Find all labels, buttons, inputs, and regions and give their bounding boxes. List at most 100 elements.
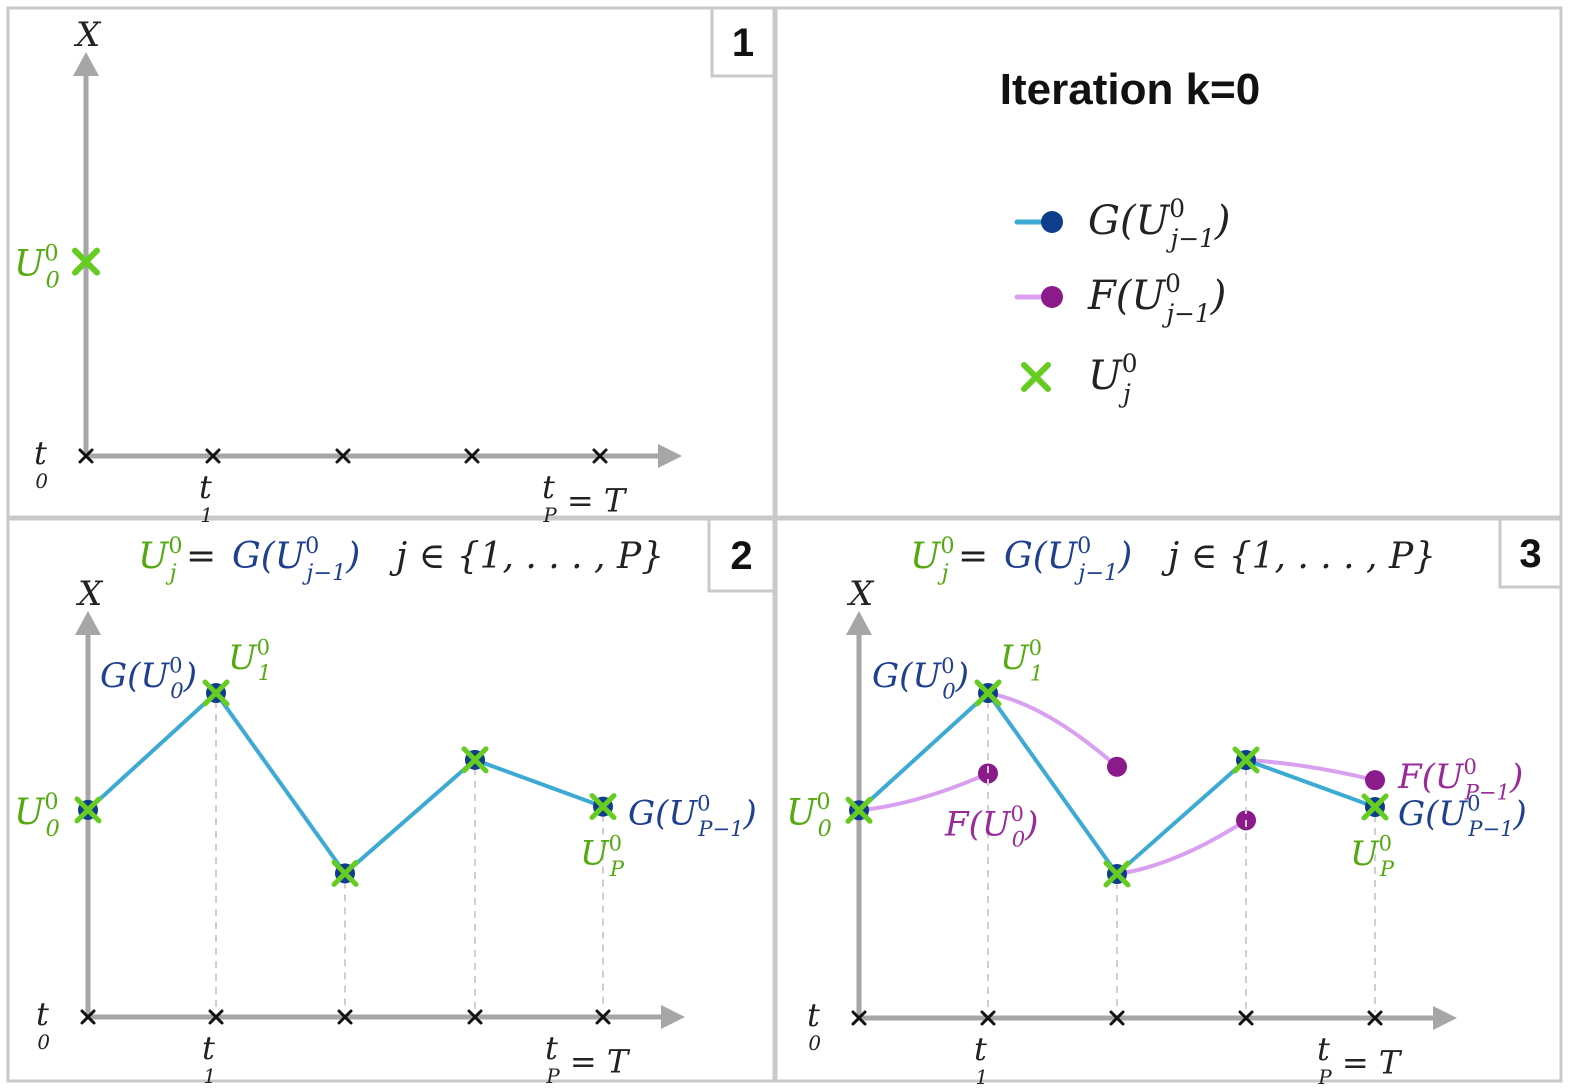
GU0-label: G(U0 0) xyxy=(100,653,197,704)
panel-number-label: 2 xyxy=(730,534,752,578)
U-cross xyxy=(461,746,489,774)
U0-label: U0 0 xyxy=(14,789,60,842)
coarse-line xyxy=(857,690,1376,877)
coarse-formula: U0 j = G(U0 j−1) j ∈ {1, . . . , P} xyxy=(138,533,664,586)
UP-label: U0 P xyxy=(1350,831,1395,882)
y-axis-arrow xyxy=(846,611,872,635)
U-cross xyxy=(1361,793,1389,821)
fine-curve xyxy=(1245,758,1376,783)
formula-lhs: U0 j xyxy=(910,533,955,586)
formula-eq: = xyxy=(186,536,216,577)
coarse-line xyxy=(86,690,604,877)
panel-frame xyxy=(6,517,776,1083)
formula-rhs: G(U0 j−1) xyxy=(232,533,360,586)
legend: Iteration k=0 G(U0 j−1) F(U0 j−1) U0 j xyxy=(1000,65,1260,408)
y-axis-arrow xyxy=(73,52,99,76)
U0-label: U0 0 xyxy=(786,789,832,842)
legend-dot-G xyxy=(1041,211,1063,233)
FUP-label: F(U0 P−1) xyxy=(1397,754,1523,805)
fine-curve xyxy=(987,691,1119,769)
time-tick-0 xyxy=(78,448,94,464)
U-cross xyxy=(589,793,617,821)
fine-solution xyxy=(858,691,1385,876)
U-cross xyxy=(845,796,873,824)
time-tick-3 xyxy=(1238,1010,1254,1026)
iteration-title: Iteration k=0 xyxy=(1000,65,1260,114)
time-tick-1 xyxy=(208,1009,224,1025)
y-axis-label: X xyxy=(846,574,875,614)
GUP-label: G(U0 P−1) xyxy=(1398,791,1527,842)
time-tick-3 xyxy=(464,448,480,464)
fine-curve xyxy=(1116,818,1248,876)
legend-dot-F xyxy=(1041,286,1063,308)
time-tick-1 xyxy=(205,448,221,464)
time-tick-4 xyxy=(595,1009,611,1025)
x-axis-arrow xyxy=(661,1005,685,1029)
panel-frame xyxy=(6,6,776,519)
coarse-formula: U0 j = G(U0 j−1) j ∈ {1, . . . , P} xyxy=(910,533,1436,586)
legend-cross-U xyxy=(1021,362,1051,392)
panel-number-label: 3 xyxy=(1519,532,1541,576)
panel-frame xyxy=(774,6,1563,519)
U0-label: U0 0 xyxy=(14,241,60,294)
FU0-label: F(U0 0) xyxy=(944,801,1038,852)
legend-item-G: G(U0 j−1) xyxy=(1014,194,1231,253)
axes: Xt 0 t 1 t P = T xyxy=(807,574,1457,1089)
panel-number-1: 1 xyxy=(710,6,776,78)
initial-condition-cross xyxy=(72,247,100,276)
time-tick-0 xyxy=(80,1009,96,1025)
GU0-label: G(U0 0) xyxy=(872,653,969,704)
axes: Xt 0 t 1 t P = T xyxy=(34,15,682,527)
panel-frames: 1 2 3 xyxy=(6,6,1563,1083)
time-tick-4 xyxy=(1367,1010,1383,1026)
time-tick-1 xyxy=(980,1010,996,1026)
fine-point xyxy=(978,763,998,784)
U1-label: U0 1 xyxy=(228,635,271,686)
U-cross xyxy=(331,859,359,887)
formula-set: j ∈ {1, . . . , P} xyxy=(1161,536,1436,577)
y-axis-label: X xyxy=(75,574,104,614)
legend-item-U: U0 j xyxy=(1021,349,1138,408)
U-cross xyxy=(202,679,230,707)
formula-eq: = xyxy=(958,536,988,577)
U-cross xyxy=(974,679,1002,707)
legend-item-F: F(U0 j−1) xyxy=(1014,269,1226,328)
UP-label: U0 P xyxy=(580,830,625,881)
axes: Xt 0 t 1 t P = T xyxy=(36,574,685,1088)
fine-curve xyxy=(858,771,989,813)
panel-1: Xt 0 t 1 t P = T U0 0 xyxy=(14,15,682,527)
time-tick-0 xyxy=(851,1010,867,1026)
time-tick-3 xyxy=(467,1009,483,1025)
U-cross xyxy=(1103,860,1131,888)
coarse-solution xyxy=(74,679,617,1010)
panel-frame xyxy=(774,517,1563,1083)
time-tick-2 xyxy=(1109,1010,1125,1026)
formula-rhs: G(U0 j−1) xyxy=(1004,533,1132,586)
fine-point xyxy=(1365,770,1385,791)
x-axis-arrow xyxy=(1433,1006,1457,1030)
U-cross xyxy=(74,796,102,824)
formula-lhs: U0 j xyxy=(138,533,183,586)
panel-number-2: 2 xyxy=(707,517,776,593)
coarse-solution xyxy=(845,679,1389,1012)
U-cross xyxy=(1232,746,1260,774)
y-axis-label: X xyxy=(73,15,102,55)
x-axis-arrow xyxy=(658,444,682,468)
legend-label-U: U0 j xyxy=(1088,349,1138,408)
panel-number-label: 1 xyxy=(732,21,754,65)
fine-point xyxy=(1107,756,1127,777)
panel-3: U0 j = G(U0 j−1) j ∈ {1, . . . , P} Xt 0 t 1 t P … xyxy=(786,533,1527,1089)
y-axis-arrow xyxy=(75,611,101,635)
time-tick-2 xyxy=(337,1009,353,1025)
U1-label: U0 1 xyxy=(1000,635,1043,686)
legend-label-G: G(U0 j−1) xyxy=(1088,194,1231,253)
